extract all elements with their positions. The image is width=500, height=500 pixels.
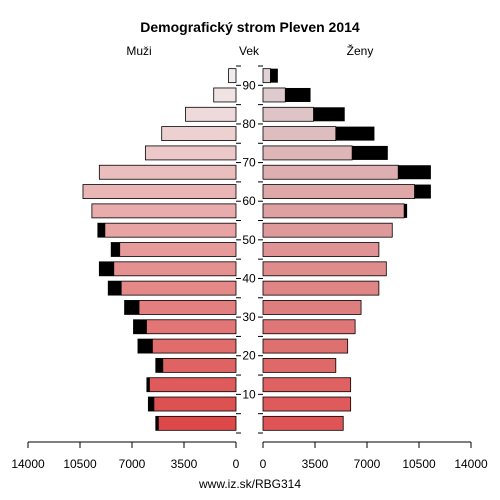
women-excess-bar [398, 165, 431, 180]
men-excess-bar [146, 377, 150, 392]
women-bar [262, 68, 271, 84]
x-tick-label-right: 7000 [354, 457, 381, 471]
x-tick-label-right: 3500 [302, 457, 329, 471]
x-tick-label-left: 3500 [171, 457, 198, 471]
x-tick-label-right: 0 [260, 457, 267, 471]
age-label: Vek [239, 44, 260, 58]
chart-title: Demografický strom Pleven 2014 [140, 19, 360, 35]
men-excess-bar [133, 319, 147, 334]
women-bar [262, 280, 380, 296]
men-bar [110, 242, 237, 257]
men-bar [147, 396, 237, 412]
women-excess-bar [335, 126, 375, 141]
women-bar [262, 300, 362, 315]
women-bar [262, 377, 352, 393]
men-bar [124, 300, 237, 315]
women-excess-bar [285, 87, 311, 102]
age-tick-label: 40 [242, 271, 256, 285]
men-bar [161, 126, 237, 142]
men-bar [146, 377, 237, 393]
age-tick-label: 70 [242, 156, 256, 170]
age-tick-label: 50 [242, 233, 256, 247]
women-bar [262, 338, 349, 354]
men-excess-bar [99, 261, 115, 276]
men-bar [228, 68, 237, 84]
women-bar [262, 184, 415, 199]
men-bar [144, 145, 237, 161]
men-bar [98, 164, 237, 180]
age-tick-label: 90 [242, 78, 256, 92]
women-bar [262, 145, 353, 161]
men-label: Muži [126, 44, 151, 58]
age-tick-label: 10 [242, 387, 256, 401]
women-bar [262, 126, 337, 142]
women-bar [262, 357, 337, 373]
men-bar [82, 184, 237, 199]
x-tick-label-left: 0 [233, 457, 240, 471]
men-excess-bar [148, 397, 155, 412]
women-bar [262, 396, 352, 412]
men-bar [213, 87, 237, 103]
women-bar [262, 87, 286, 103]
axes: 0 0 3500 3500 7000 7000 10500 10500 14000 14000 10… [11, 65, 488, 471]
x-tick-label-right: 10500 [402, 457, 436, 471]
men-bar [97, 222, 237, 238]
women-excess-bar [313, 107, 345, 122]
women-excess-bar [270, 68, 278, 83]
women-bar [262, 415, 344, 431]
men-excess-bar [155, 416, 159, 431]
women-bar [262, 106, 314, 122]
x-tick-label-left: 10500 [63, 457, 97, 471]
x-tick-label-right: 14000 [454, 457, 488, 471]
men-bar [133, 319, 237, 335]
women-label: Ženy [347, 43, 374, 58]
men-bar [91, 203, 237, 219]
men-excess-bar [111, 242, 121, 257]
x-tick-label-left: 14000 [11, 457, 45, 471]
men-bar [155, 415, 237, 431]
women-excess-bar [404, 203, 408, 218]
women-excess-bar [352, 145, 388, 160]
men-excess-bar [137, 339, 153, 354]
women-excess-bar [414, 184, 431, 199]
footer-source: www.iz.sk/RBG314 [198, 477, 301, 491]
men-bar [98, 261, 237, 277]
women-bar [262, 164, 399, 180]
age-tick-label: 30 [242, 310, 256, 324]
women-bars [262, 68, 431, 431]
men-excess-bar [124, 300, 140, 315]
men-bars [82, 68, 237, 431]
women-bar [262, 203, 405, 219]
age-tick-label: 60 [242, 194, 256, 208]
men-excess-bar [97, 223, 106, 238]
women-bar [262, 261, 387, 277]
x-tick-label-left: 7000 [119, 457, 146, 471]
age-tick-label: 80 [242, 117, 256, 131]
women-bar [262, 319, 356, 335]
age-tick-label: 20 [242, 349, 256, 363]
men-excess-bar [108, 281, 122, 296]
men-excess-bar [155, 358, 164, 373]
women-bar [262, 242, 380, 257]
men-bar [185, 106, 237, 122]
men-bar [107, 280, 237, 296]
men-bar [155, 357, 237, 373]
women-bar [262, 222, 393, 238]
